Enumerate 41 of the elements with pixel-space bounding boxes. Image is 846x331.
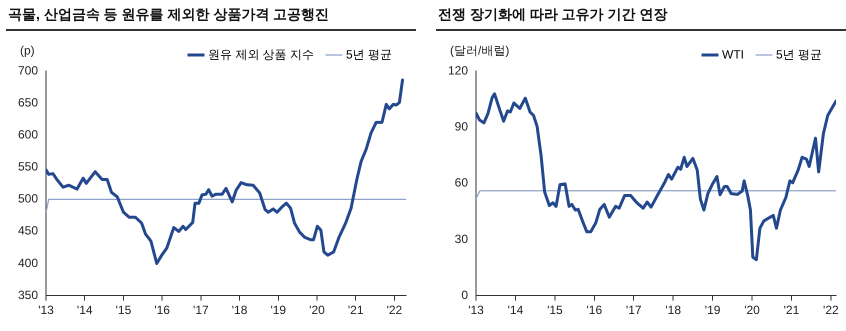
x-tick-label: '13	[468, 303, 484, 318]
x-tick-label: '22	[823, 303, 840, 318]
y-axis-title: (달러/배럴)	[450, 43, 510, 58]
x-tick-label: '14	[76, 303, 93, 318]
chart-title: 전쟁 장기화에 따라 고유가 기간 연장	[436, 4, 846, 31]
x-tick-label: '17	[626, 303, 642, 318]
x-tick-label: '20	[744, 303, 760, 318]
y-tick-label: 700	[18, 63, 38, 78]
x-tick-label: '21	[784, 303, 800, 318]
x-tick-label: '20	[309, 303, 326, 318]
legend-label: 원유 제외 상품 지수	[208, 47, 314, 62]
x-tick-label: '15	[116, 303, 132, 318]
legend-label: 5년 평균	[776, 47, 822, 62]
chart-title: 곡물, 산업금속 등 원유를 제외한 상품가격 고공행진	[6, 4, 416, 31]
x-tick-label: '18	[232, 303, 248, 318]
x-tick-label: '19	[704, 303, 721, 318]
legend-label: 5년 평균	[346, 47, 392, 62]
legend-label: WTI	[722, 47, 744, 62]
x-tick-label: '22	[386, 303, 403, 318]
y-axis-title: (p)	[20, 43, 35, 58]
x-tick-label: '15	[547, 303, 564, 318]
x-tick-label: '17	[193, 303, 209, 318]
y-tick-label: 350	[18, 288, 38, 302]
x-tick-label: '16	[154, 303, 170, 318]
y-tick-label: 600	[18, 127, 38, 142]
y-tick-label: 0	[461, 288, 468, 302]
x-tick-label: '16	[586, 303, 602, 318]
y-tick-label: 60	[454, 176, 468, 190]
y-tick-label: 650	[18, 95, 38, 110]
y-tick-label: 550	[18, 160, 38, 174]
x-tick-label: '19	[270, 303, 286, 318]
x-tick-label: '14	[508, 303, 524, 318]
x-tick-label: '18	[665, 303, 682, 318]
x-tick-label: '21	[348, 303, 364, 318]
y-tick-label: 450	[18, 224, 38, 238]
y-tick-label: 500	[18, 192, 38, 206]
y-tick-label: 30	[454, 232, 468, 246]
y-tick-label: 400	[18, 256, 38, 270]
y-tick-label: 120	[448, 63, 468, 78]
y-tick-label: 90	[454, 119, 468, 134]
x-tick-label: '13	[38, 303, 54, 318]
